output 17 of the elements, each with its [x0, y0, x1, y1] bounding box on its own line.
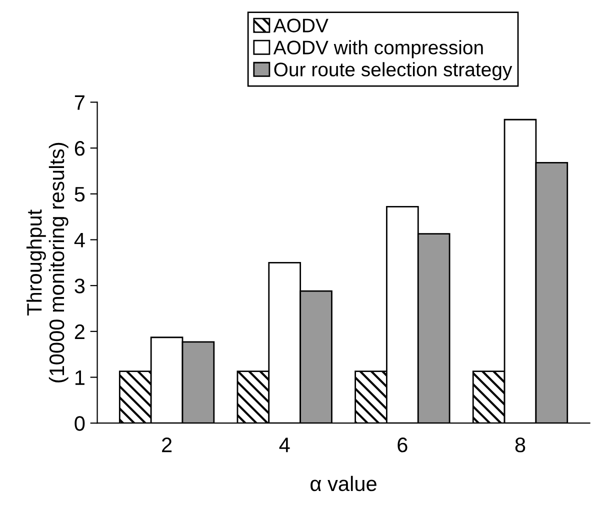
y-tick-label: 5: [74, 187, 85, 202]
y-tick-label: 6: [74, 141, 85, 156]
y-tick-label: 1: [75, 370, 84, 385]
x-tick-label: 2: [162, 438, 172, 452]
x-tick-label: 6: [398, 438, 408, 452]
legend-label: Our route selection strategy: [274, 62, 512, 80]
x-tick-label: 4: [279, 438, 290, 452]
y-axis-title: Throughput (10000 monitoring results): [26, 142, 68, 382]
y-tick-label: 3: [74, 278, 85, 294]
y-tick-label: 7: [74, 95, 84, 110]
y-tick-label: 0: [74, 416, 85, 431]
y-tick-label: 4: [74, 232, 85, 248]
legend-label: AODV with compression: [273, 40, 483, 58]
x-tick-label: 8: [515, 438, 526, 452]
x-axis-title: α value: [310, 476, 376, 492]
legend-label: AODV: [273, 18, 328, 32]
y-tick-label: 2: [74, 324, 84, 339]
